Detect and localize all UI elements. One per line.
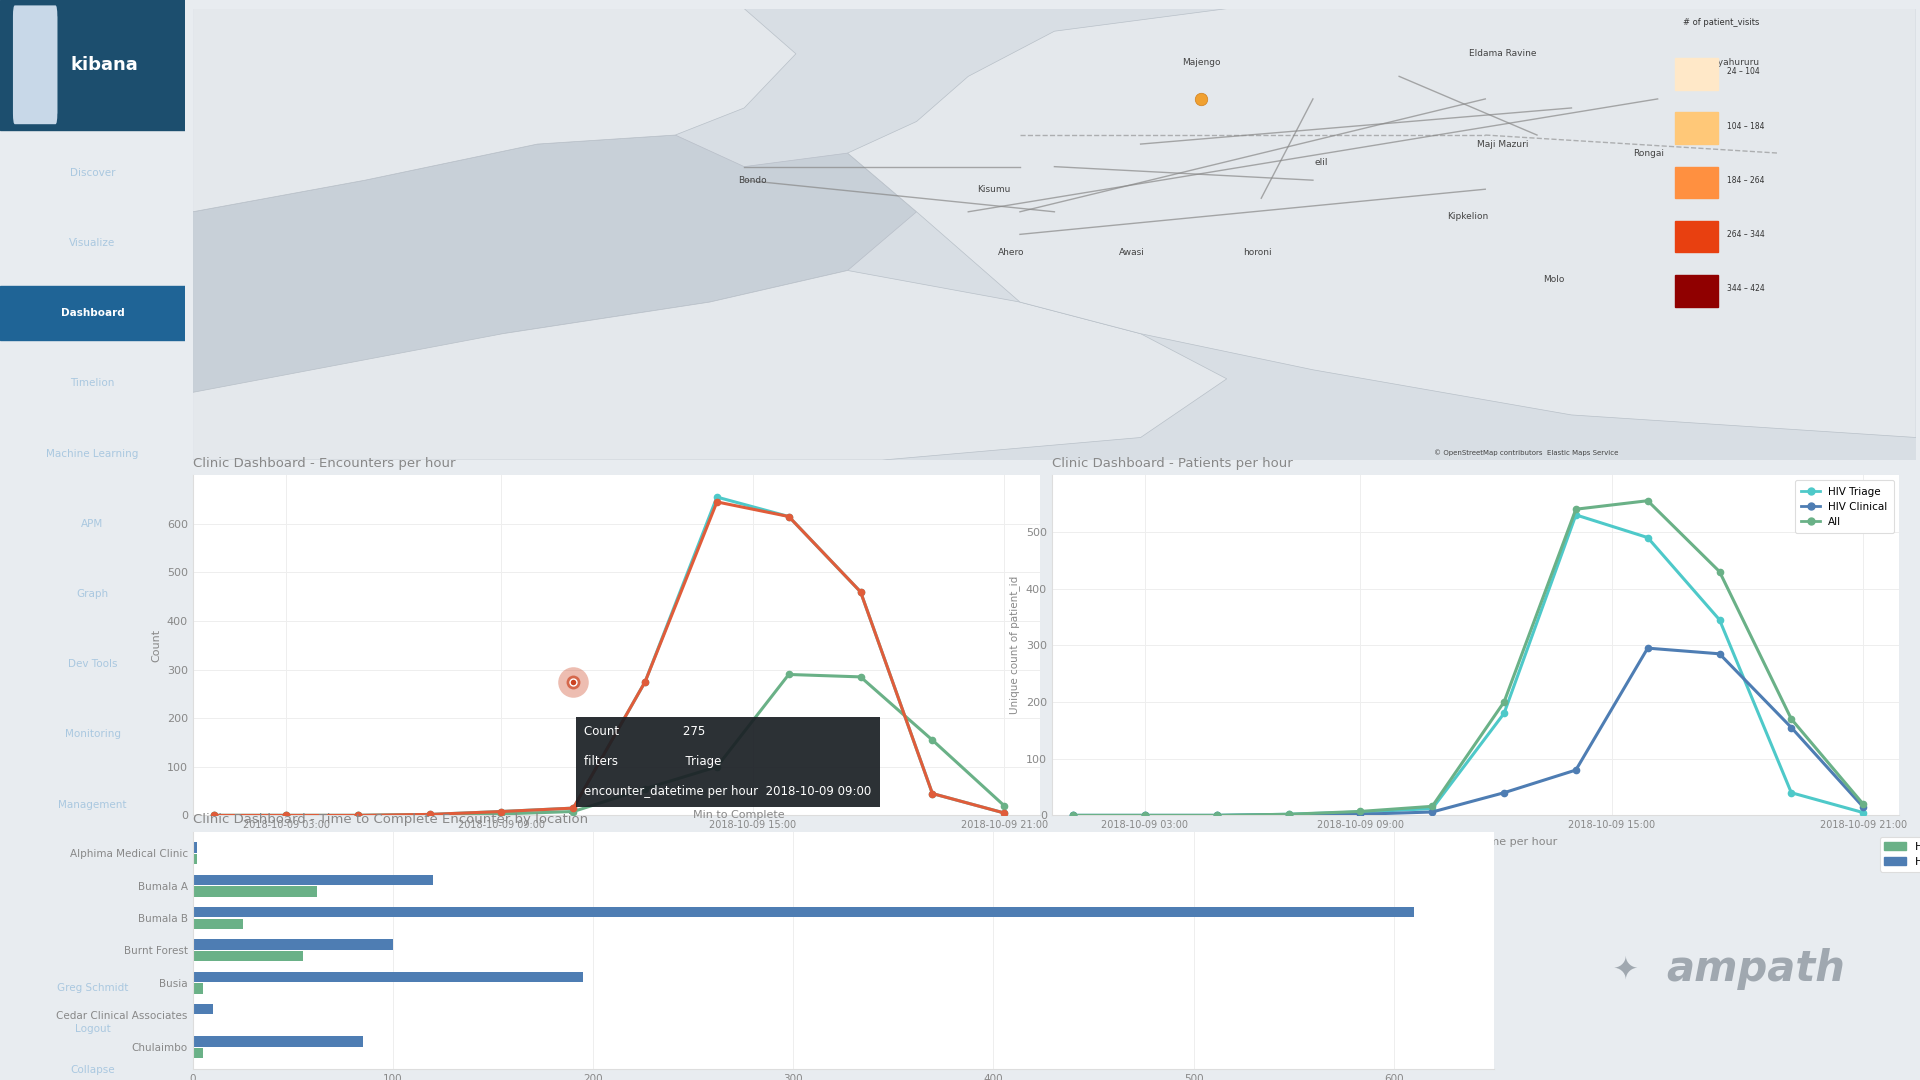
FancyBboxPatch shape bbox=[13, 5, 58, 124]
Bar bbox=[192, 842, 196, 853]
Text: Machine Learning: Machine Learning bbox=[46, 448, 138, 459]
Polygon shape bbox=[847, 9, 1916, 437]
Text: Clinic Dashboard - Time to Complete Encounter by location: Clinic Dashboard - Time to Complete Enco… bbox=[192, 813, 588, 826]
Text: Count                 275

filters                  Triage

encounter_datetime p: Count 275 filters Triage encounter_datet… bbox=[584, 726, 872, 798]
Text: Monitoring: Monitoring bbox=[65, 729, 121, 740]
X-axis label: encounter_datetime per hour: encounter_datetime per hour bbox=[1394, 836, 1557, 847]
Bar bbox=[192, 1004, 213, 1014]
Text: APM: APM bbox=[81, 518, 104, 529]
Bar bbox=[192, 951, 303, 961]
Text: ✦: ✦ bbox=[1613, 955, 1638, 984]
Text: Rongai: Rongai bbox=[1634, 149, 1665, 158]
Bar bbox=[192, 984, 204, 994]
Bar bbox=[0, 286, 184, 340]
Bar bbox=[1674, 166, 1718, 199]
Bar bbox=[192, 875, 432, 886]
Text: # of patient_visits: # of patient_visits bbox=[1684, 17, 1761, 27]
Text: Dashboard: Dashboard bbox=[61, 308, 125, 319]
Text: elil: elil bbox=[1315, 158, 1329, 166]
Y-axis label: Count: Count bbox=[152, 629, 161, 662]
Bar bbox=[192, 1037, 363, 1047]
Legend: HIV Triage, HIV Clinical, All: HIV Triage, HIV Clinical, All bbox=[1795, 481, 1893, 534]
Text: Clinic Dashboard - Patients per hour: Clinic Dashboard - Patients per hour bbox=[1052, 457, 1292, 470]
Text: Management: Management bbox=[58, 799, 127, 810]
Text: Clinic Dashboard - Encounters per hour: Clinic Dashboard - Encounters per hour bbox=[192, 457, 455, 470]
Text: Dev Tools: Dev Tools bbox=[67, 659, 117, 670]
Text: Maji Mazuri: Maji Mazuri bbox=[1476, 139, 1528, 149]
Bar bbox=[1674, 275, 1718, 307]
Bar bbox=[15, 16, 56, 113]
Polygon shape bbox=[192, 270, 1227, 460]
Text: Ahero: Ahero bbox=[998, 248, 1025, 257]
Polygon shape bbox=[192, 135, 916, 460]
Text: Min to Complete: Min to Complete bbox=[693, 810, 785, 820]
Bar bbox=[192, 907, 1413, 917]
Text: 104 – 184: 104 – 184 bbox=[1726, 122, 1764, 131]
Legend: HIV Clinical, HIV Triage: HIV Clinical, HIV Triage bbox=[1880, 837, 1920, 872]
Text: Collapse: Collapse bbox=[71, 1065, 115, 1076]
Text: Majengo: Majengo bbox=[1181, 58, 1221, 67]
Text: Kisumu: Kisumu bbox=[977, 185, 1010, 193]
Text: Awasi: Awasi bbox=[1119, 248, 1144, 257]
Bar bbox=[192, 854, 196, 864]
Polygon shape bbox=[192, 9, 797, 212]
Text: Timelion: Timelion bbox=[71, 378, 115, 389]
Y-axis label: Unique count of patient_id: Unique count of patient_id bbox=[1010, 576, 1020, 715]
Bar bbox=[192, 940, 394, 949]
Text: 344 – 424: 344 – 424 bbox=[1726, 284, 1764, 293]
Text: ampath: ampath bbox=[1667, 948, 1845, 990]
Text: Graph: Graph bbox=[77, 589, 109, 599]
Text: Discover: Discover bbox=[69, 167, 115, 178]
Bar bbox=[0, 0, 184, 130]
Bar bbox=[192, 1048, 204, 1058]
Text: © OpenStreetMap contributors  Elastic Maps Service: © OpenStreetMap contributors Elastic Map… bbox=[1434, 449, 1619, 456]
Bar bbox=[192, 919, 242, 929]
Text: 264 – 344: 264 – 344 bbox=[1726, 230, 1764, 239]
Text: Visualize: Visualize bbox=[69, 238, 115, 248]
Text: Eldama Ravine: Eldama Ravine bbox=[1469, 50, 1536, 58]
Bar bbox=[1674, 220, 1718, 253]
Text: 24 – 104: 24 – 104 bbox=[1726, 67, 1759, 77]
Text: Logout: Logout bbox=[75, 1024, 109, 1035]
Bar bbox=[1674, 58, 1718, 90]
Text: horoni: horoni bbox=[1244, 248, 1273, 257]
Text: kibana: kibana bbox=[71, 56, 138, 73]
Text: Kipkelion: Kipkelion bbox=[1448, 212, 1488, 220]
Bar bbox=[192, 972, 584, 982]
Text: Molo: Molo bbox=[1544, 275, 1565, 284]
Text: Nyahururu: Nyahururu bbox=[1711, 58, 1759, 67]
Bar bbox=[192, 887, 317, 896]
Text: Bondo: Bondo bbox=[739, 176, 768, 185]
Bar bbox=[1674, 112, 1718, 144]
Text: 184 – 264: 184 – 264 bbox=[1726, 176, 1764, 185]
Text: Greg Schmidt: Greg Schmidt bbox=[58, 983, 129, 994]
X-axis label: encounter_datetime per hour: encounter_datetime per hour bbox=[534, 836, 699, 847]
